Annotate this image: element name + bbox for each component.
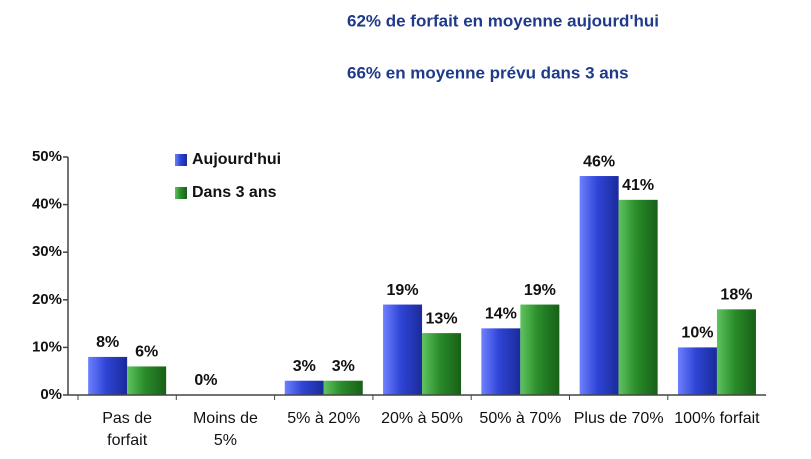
y-tick-label: 30%	[32, 243, 62, 260]
bar	[323, 380, 363, 395]
data-label: 8%	[96, 334, 119, 351]
y-tick-label: 40%	[32, 196, 62, 213]
data-label: 0%	[194, 372, 217, 389]
bar	[716, 309, 756, 395]
data-label: 41%	[622, 177, 654, 194]
bar	[284, 380, 324, 395]
x-tick-label: 100% forfait	[674, 410, 760, 427]
bar	[88, 356, 128, 395]
bar	[677, 347, 717, 395]
x-tick-label: 5% à 20%	[287, 410, 361, 427]
bar	[579, 176, 619, 395]
x-tick-label: Moins de 5%	[192, 410, 258, 449]
bar	[422, 333, 462, 395]
data-label: 18%	[720, 287, 752, 304]
bar	[618, 199, 658, 395]
y-tick-label: 50%	[32, 148, 62, 165]
data-label: 13%	[426, 310, 458, 327]
annotation: 62% de forfait en moyenne aujourd'hui	[347, 11, 659, 30]
bar	[383, 304, 423, 395]
data-label: 19%	[387, 282, 419, 299]
legend-swatch	[175, 154, 187, 166]
y-tick-label: 10%	[32, 338, 62, 355]
data-label: 3%	[293, 358, 316, 375]
data-label: 46%	[583, 153, 615, 170]
y-tick-label: 0%	[40, 386, 62, 403]
legend-swatch	[175, 187, 187, 199]
data-label: 3%	[332, 358, 355, 375]
x-tick-label: 20% à 50%	[381, 410, 463, 427]
x-tick-label: Pas de forfait	[102, 410, 153, 449]
y-tick-label: 20%	[32, 291, 62, 308]
data-label: 6%	[135, 344, 158, 361]
bar	[520, 304, 560, 395]
data-label: 14%	[485, 306, 517, 323]
x-tick-label: Plus de 70%	[573, 410, 664, 427]
legend-label: Aujourd'hui	[192, 151, 281, 168]
bar	[481, 328, 521, 395]
bar	[127, 366, 167, 395]
data-label: 19%	[524, 282, 556, 299]
legend-label: Dans 3 ans	[192, 184, 277, 201]
x-tick-label: 50% à 70%	[479, 410, 562, 427]
annotation: 66% en moyenne prévu dans 3 ans	[347, 63, 629, 82]
data-label: 10%	[681, 325, 713, 342]
